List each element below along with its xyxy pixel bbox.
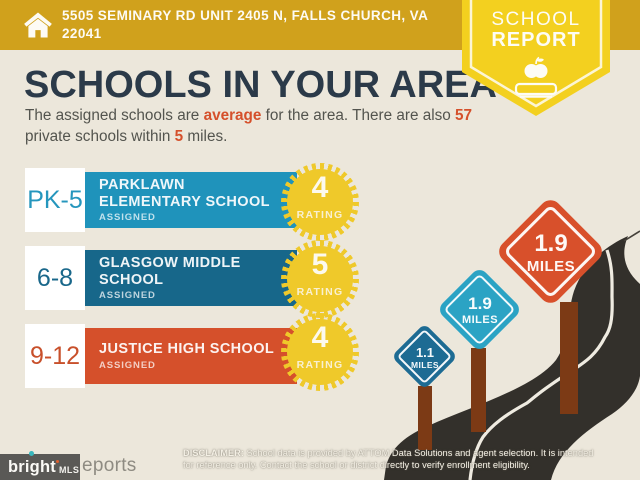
reports-watermark: eports bbox=[82, 455, 137, 476]
sign-unit: MILES bbox=[461, 314, 499, 326]
school-bar: PARKLAWN ELEMENTARY SCHOOL ASSIGNED bbox=[85, 172, 297, 228]
school-row-elementary: PK-5 PARKLAWN ELEMENTARY SCHOOL ASSIGNED bbox=[25, 168, 297, 232]
rating-seal-elementary: 4 RATING bbox=[281, 163, 359, 241]
address-line1: 5505 SEMINARY RD UNIT 2405 N, FALLS CHUR… bbox=[62, 8, 429, 23]
rating-label: RATING bbox=[296, 286, 344, 298]
sign-post bbox=[471, 348, 486, 432]
distance-sign-1-1-miles: 1.1 MILES bbox=[391, 323, 458, 390]
logo-teal-dot bbox=[29, 451, 34, 456]
logo-orange-mark bbox=[56, 460, 59, 463]
school-name: PARKLAWN ELEMENTARY SCHOOL bbox=[99, 177, 270, 210]
intro-segment: for the area. There are also bbox=[261, 107, 456, 124]
school-row-middle: 6-8 GLASGOW MIDDLE SCHOOL ASSIGNED bbox=[25, 246, 297, 310]
rating-seal-middle: 5 RATING bbox=[281, 240, 359, 318]
ribbon-line1: SCHOOL bbox=[491, 9, 581, 30]
intro-segment: miles. bbox=[183, 128, 228, 146]
apple-icon bbox=[524, 56, 548, 78]
rating-value: 4 bbox=[311, 171, 329, 204]
intro-text: The assigned schools are average for the… bbox=[25, 105, 477, 147]
grade-range: 6-8 bbox=[25, 246, 85, 310]
ribbon-line2: REPORT bbox=[491, 29, 581, 51]
disclaimer-label: DISCLAIMER: bbox=[183, 448, 244, 458]
school-row-high: 9-12 JUSTICE HIGH SCHOOL ASSIGNED bbox=[25, 324, 297, 388]
sign-distance: 1.1 bbox=[415, 344, 435, 360]
sign-distance: 1.9 bbox=[468, 294, 492, 313]
grade-range: 9-12 bbox=[25, 324, 85, 388]
property-address: 5505 SEMINARY RD UNIT 2405 N, FALLS CHUR… bbox=[62, 7, 462, 43]
distance-sign-1-9-miles-teal: 1.9 MILES bbox=[436, 266, 523, 353]
assigned-label: ASSIGNED bbox=[99, 211, 156, 223]
road-tip-line bbox=[623, 230, 640, 242]
bright-mls-logo: bright MLS bbox=[0, 451, 80, 480]
school-name: GLASGOW MIDDLE SCHOOL bbox=[99, 255, 241, 288]
page-title: SCHOOLS IN YOUR AREA bbox=[24, 64, 497, 106]
school-bar: GLASGOW MIDDLE SCHOOL ASSIGNED bbox=[85, 250, 297, 306]
logo-subtext: MLS bbox=[58, 464, 80, 475]
rating-value: 5 bbox=[311, 248, 329, 281]
sign-unit: MILES bbox=[526, 257, 576, 275]
home-icon bbox=[22, 8, 54, 47]
distance-sign-1-9-miles-red: 1.9 MILES bbox=[494, 195, 607, 308]
intro-highlight-average: average bbox=[203, 107, 262, 124]
sign-unit: MILES bbox=[411, 359, 439, 370]
school-name: JUSTICE HIGH SCHOOL bbox=[99, 341, 275, 358]
intro-highlight-radius: 5 bbox=[174, 128, 184, 146]
logo-text: bright bbox=[8, 457, 56, 476]
school-bar: JUSTICE HIGH SCHOOL ASSIGNED bbox=[85, 328, 297, 384]
school-report-ribbon: SCHOOL REPORT bbox=[462, 0, 610, 122]
sign-post bbox=[560, 302, 578, 414]
rating-label: RATING bbox=[296, 359, 344, 371]
assigned-label: ASSIGNED bbox=[99, 359, 156, 371]
intro-highlight-count: 57 bbox=[455, 107, 473, 124]
address-line2: 22041 bbox=[62, 25, 102, 41]
assigned-label: ASSIGNED bbox=[99, 289, 156, 301]
book-icon bbox=[514, 82, 558, 98]
intro-segment: The assigned schools are bbox=[25, 107, 204, 124]
rating-label: RATING bbox=[296, 209, 344, 221]
disclaimer-text: DISCLAIMER: School data is provided by A… bbox=[183, 448, 594, 470]
rating-value: 4 bbox=[311, 321, 329, 354]
grade-range: PK-5 bbox=[25, 168, 85, 232]
ribbon-shape bbox=[462, 0, 610, 116]
sign-distance: 1.9 bbox=[534, 229, 568, 257]
rating-seal-high: 4 RATING bbox=[281, 313, 359, 391]
sign-post bbox=[418, 386, 432, 450]
intro-segment: private schools within bbox=[25, 128, 175, 146]
road-surface bbox=[384, 236, 640, 480]
